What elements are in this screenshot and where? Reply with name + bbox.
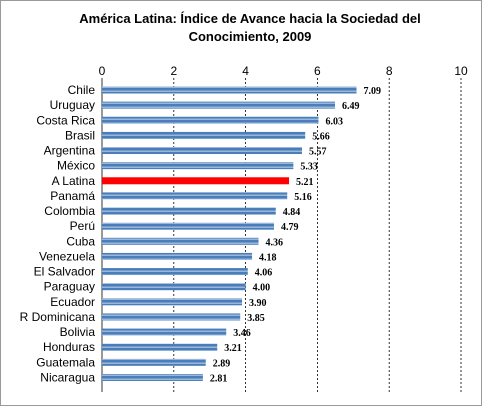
value-label: 5.33 xyxy=(300,162,318,173)
value-label: 3.21 xyxy=(224,343,242,354)
value-label: 4.06 xyxy=(255,268,273,279)
bar-chile xyxy=(102,86,357,94)
value-label: 6.03 xyxy=(325,116,343,127)
value-label: 4.79 xyxy=(281,222,299,233)
value-label: 4.36 xyxy=(266,237,284,248)
bar-el-salvador xyxy=(102,268,248,276)
x-axis-ticks: 0 2 4 6 8 10 xyxy=(99,64,468,78)
bar-guatemala xyxy=(102,358,206,366)
bar-cuba xyxy=(102,237,259,245)
x-tick-label: 2 xyxy=(170,64,177,78)
bar-panamá xyxy=(102,192,288,200)
bar-brasil xyxy=(102,131,306,139)
category-label: Colombia xyxy=(44,204,95,218)
x-tick-label: 10 xyxy=(454,64,468,78)
value-label: 5.21 xyxy=(296,177,314,188)
value-label: 3.85 xyxy=(247,313,265,324)
value-label: 5.57 xyxy=(309,147,327,158)
bar-colombia xyxy=(102,207,276,215)
category-label: México xyxy=(57,159,95,173)
category-label: Venezuela xyxy=(39,249,95,263)
x-tick-label: 0 xyxy=(99,64,106,78)
value-label: 2.89 xyxy=(213,358,231,369)
bar-ecuador xyxy=(102,298,243,306)
x-tick-label: 6 xyxy=(314,64,321,78)
category-label: Nicaragua xyxy=(40,370,95,384)
category-label: Panamá xyxy=(50,189,95,203)
bar-bolivia xyxy=(102,328,227,336)
value-label: 4.18 xyxy=(259,252,277,263)
category-label: Costa Rica xyxy=(36,113,95,127)
bar-r-dominicana xyxy=(102,313,241,321)
value-label: 6.49 xyxy=(342,101,360,112)
value-label: 5.16 xyxy=(294,192,312,203)
bar-nicaragua xyxy=(102,373,203,381)
value-label: 3.46 xyxy=(233,328,251,339)
grid-lines xyxy=(101,78,462,392)
category-label: Honduras xyxy=(43,340,95,354)
value-label: 3.90 xyxy=(249,298,267,309)
category-label: Paraguay xyxy=(44,280,95,294)
bar-honduras xyxy=(102,343,218,351)
bar-perú xyxy=(102,222,274,230)
category-label: Argentina xyxy=(44,144,96,158)
bar-venezuela xyxy=(102,252,253,260)
category-label: Bolivia xyxy=(60,325,96,339)
value-labels: 7.09 6.49 6.03 5.66 5.57 5.33 5.21 5.16 4.84 4.79… xyxy=(210,86,381,384)
value-label: 4.84 xyxy=(283,207,301,218)
bar-paraguay xyxy=(102,283,246,291)
category-label: Uruguay xyxy=(50,98,95,112)
value-label: 5.66 xyxy=(312,131,330,142)
category-label: El Salvador xyxy=(34,265,95,279)
category-label: Perú xyxy=(70,219,95,233)
bar-costa-rica xyxy=(102,116,319,124)
category-label: Ecuador xyxy=(50,295,95,309)
category-label: Cuba xyxy=(66,234,95,248)
x-tick-label: 4 xyxy=(242,64,249,78)
chart-title: América Latina: Índice de Avance hacia l… xyxy=(79,11,421,44)
bar-argentina xyxy=(102,147,302,155)
bar-méxico xyxy=(102,162,294,170)
bars xyxy=(102,86,357,381)
category-label: Chile xyxy=(68,83,96,97)
category-label: R Dominicana xyxy=(20,310,96,324)
bar-a-latina xyxy=(102,177,290,185)
value-label: 7.09 xyxy=(364,86,382,97)
value-label: 4.00 xyxy=(253,283,271,294)
category-label: Brasil xyxy=(65,128,95,142)
value-label: 2.81 xyxy=(210,373,228,384)
category-label: Guatemala xyxy=(36,355,95,369)
x-tick-label: 8 xyxy=(386,64,393,78)
bar-uruguay xyxy=(102,101,335,109)
category-label: A Latina xyxy=(52,174,96,188)
